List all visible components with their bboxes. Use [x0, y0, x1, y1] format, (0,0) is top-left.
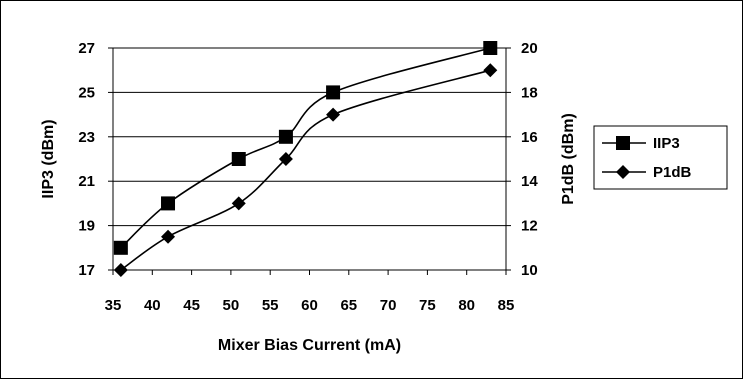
axes [108, 47, 511, 275]
x-axis-title: Mixer Bias Current (mA) [218, 337, 401, 354]
y-tick-label: 25 [78, 84, 95, 101]
data-point-iip3 [278, 129, 293, 144]
y2-axis-title: P1dB (dBm) [560, 113, 577, 205]
y-tick-label: 27 [78, 40, 95, 57]
legend-label: P1dB [653, 164, 692, 181]
data-point-p1db [278, 152, 293, 166]
series-p1db [113, 63, 498, 277]
data-point-iip3 [326, 85, 341, 100]
legend: IIP3 P1dB [593, 125, 728, 190]
data-point-p1db [483, 63, 498, 78]
series-iip3 [113, 41, 498, 255]
x-tick-label: 55 [262, 297, 279, 314]
data-point-iip3 [231, 152, 246, 166]
data-point-p1db [326, 107, 341, 122]
y2-tick-label: 12 [521, 218, 538, 235]
y-tick-label: 21 [78, 173, 95, 190]
legend-marker [616, 165, 630, 179]
data-point-iip3 [483, 41, 498, 55]
x-tick-label: 65 [340, 297, 357, 314]
y2-tick-label: 10 [521, 262, 538, 279]
data-point-iip3 [161, 196, 176, 211]
x-tick-label: 40 [144, 297, 161, 314]
x-tick-label: 60 [301, 297, 318, 314]
x-tick-label: 35 [105, 297, 122, 314]
plot-area [113, 48, 506, 270]
tick-labels: 35 40 45 50 55 60 65 70 75 80 85 17 19 21 23 25 27 10 12 14… [78, 40, 538, 314]
x-tick-label: 75 [419, 297, 436, 314]
data-point-p1db [231, 196, 246, 211]
data-point-p1db [113, 263, 128, 277]
data-point-iip3 [113, 240, 128, 255]
legend-item-p1db: P1dB [602, 164, 692, 181]
legend-marker [616, 136, 630, 150]
y2-tick-label: 14 [521, 173, 538, 190]
y2-tick-label: 18 [521, 84, 538, 101]
y2-tick-label: 20 [521, 40, 538, 57]
x-tick-label: 80 [458, 297, 475, 314]
x-tick-label: 45 [183, 297, 200, 314]
grid-lines [113, 47, 506, 227]
legend-label: IIP3 [653, 135, 680, 152]
y-axis-title: IIP3 (dBm) [40, 119, 57, 198]
y-tick-label: 23 [78, 129, 95, 146]
legend-item-iip3: IIP3 [602, 135, 680, 152]
series [113, 41, 498, 277]
y-tick-label: 17 [78, 262, 95, 279]
y-tick-label: 19 [78, 218, 95, 235]
x-tick-label: 70 [380, 297, 397, 314]
x-tick-label: 50 [223, 297, 240, 314]
data-point-p1db [161, 229, 176, 244]
y2-tick-label: 16 [521, 129, 538, 146]
x-tick-label: 85 [498, 297, 515, 314]
